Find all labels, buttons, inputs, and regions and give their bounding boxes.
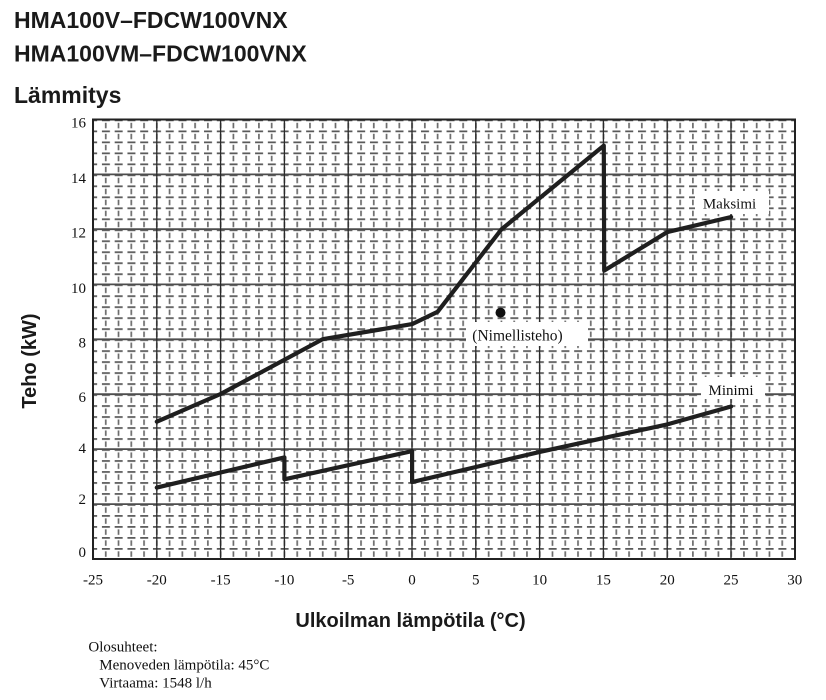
svg-text:5: 5 (472, 573, 480, 589)
svg-text:Ulkoilman lämpötila (°C): Ulkoilman lämpötila (°C) (295, 610, 525, 632)
svg-text:-25: -25 (83, 573, 103, 589)
svg-text:0: 0 (408, 573, 416, 589)
svg-text:4: 4 (79, 441, 87, 457)
svg-text:Olosuhteet:: Olosuhteet: (88, 640, 157, 656)
svg-text:Virtaama: 1548 l/h: Virtaama: 1548 l/h (99, 676, 212, 692)
svg-text:8: 8 (79, 336, 87, 352)
svg-text:Menoveden lämpötila: 45°C: Menoveden lämpötila: 45°C (99, 658, 269, 674)
svg-text:Minimi: Minimi (708, 383, 753, 399)
svg-text:(Nimellisteho): (Nimellisteho) (472, 328, 562, 345)
svg-text:10: 10 (532, 573, 547, 589)
svg-text:6: 6 (79, 390, 87, 406)
svg-text:30: 30 (787, 573, 802, 589)
svg-text:12: 12 (71, 226, 86, 242)
svg-text:10: 10 (71, 281, 86, 297)
svg-text:-20: -20 (147, 573, 167, 589)
svg-text:-15: -15 (211, 573, 231, 589)
svg-text:-5: -5 (342, 573, 355, 589)
svg-text:14: 14 (71, 171, 87, 187)
svg-text:-10: -10 (274, 573, 294, 589)
svg-text:HMA100V–FDCW100VNX: HMA100V–FDCW100VNX (14, 7, 288, 33)
svg-text:2: 2 (79, 492, 87, 508)
svg-text:Maksimi: Maksimi (703, 197, 756, 213)
svg-text:HMA100VM–FDCW100VNX: HMA100VM–FDCW100VNX (14, 41, 307, 67)
svg-text:Lämmitys: Lämmitys (14, 82, 121, 108)
svg-text:0: 0 (79, 545, 87, 561)
svg-text:25: 25 (724, 573, 739, 589)
svg-text:Teho (kW): Teho (kW) (19, 313, 41, 408)
svg-text:16: 16 (71, 116, 87, 132)
svg-text:15: 15 (596, 573, 611, 589)
svg-text:20: 20 (660, 573, 675, 589)
